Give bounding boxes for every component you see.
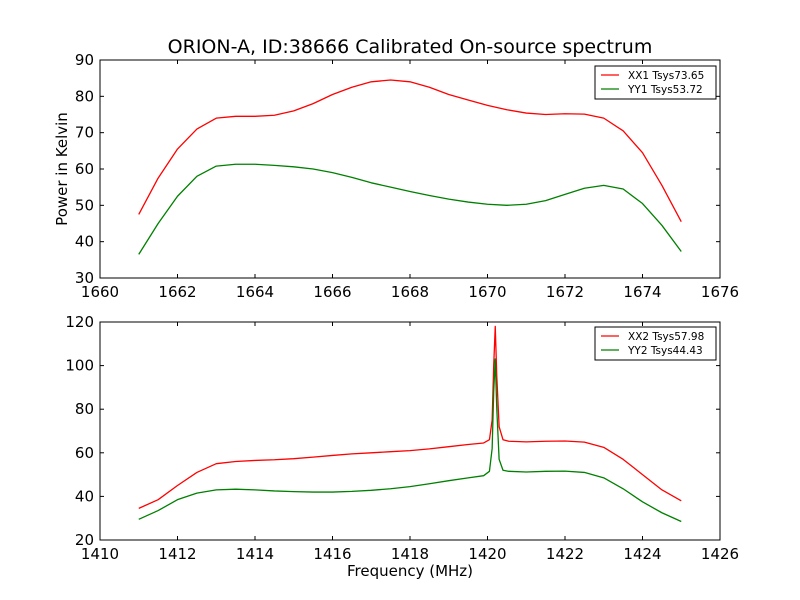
- series-line-yy-panel-2: [138, 358, 682, 523]
- chart-title: ORION-A, ID:38666 Calibrated On-source s…: [168, 36, 653, 58]
- y-tick-label: 100: [65, 357, 94, 375]
- legend-entry: YY1 Tsys53.72: [627, 84, 703, 96]
- y-tick-label: 40: [75, 233, 94, 251]
- x-tick-label: 1666: [313, 283, 351, 301]
- y-tick-label: 60: [75, 160, 94, 178]
- legend-box: [594, 65, 717, 100]
- legend: XX2 Tsys57.98 YY2 Tsys44.43: [594, 326, 717, 361]
- x-tick-label: 1416: [313, 545, 351, 563]
- y-tick-label: 80: [75, 400, 94, 418]
- x-tick-label: 1674: [623, 283, 661, 301]
- x-tick-label: 1670: [468, 283, 506, 301]
- y-tick-label: 30: [75, 269, 94, 287]
- x-tick-label: 1420: [468, 545, 506, 563]
- series-line-xx-panel-1: [138, 79, 682, 222]
- y-tick-label: 50: [75, 196, 94, 214]
- x-tick-label: 1410: [81, 545, 119, 563]
- legend-entry: XX2 Tsys57.98: [628, 331, 704, 343]
- legend-entry: XX1 Tsys73.65: [628, 70, 704, 82]
- series-line-yy-panel-1: [138, 163, 682, 255]
- y-tick-label: 120: [65, 313, 94, 331]
- x-tick-label: 1418: [391, 545, 429, 563]
- y-tick-label: 60: [75, 444, 94, 462]
- y-tick-label: 90: [75, 51, 94, 69]
- y-tick-label: 80: [75, 87, 94, 105]
- x-tick-label: 1412: [158, 545, 196, 563]
- legend-entry: YY2 Tsys44.43: [627, 345, 703, 357]
- x-tick-label: 1664: [236, 283, 274, 301]
- x-tick-label: 1672: [546, 283, 584, 301]
- x-tick-label: 1676: [701, 283, 739, 301]
- y-axis-label: Power in Kelvin: [53, 112, 71, 226]
- x-tick-label: 1660: [81, 283, 119, 301]
- legend-box: [594, 326, 717, 361]
- bottom-panel-plot: 1410 1412 1414 1416 1418 1420 1422 1424 1426 20 40…: [65, 313, 739, 580]
- y-tick-label: 40: [75, 487, 94, 505]
- x-tick-label: 1662: [158, 283, 196, 301]
- x-tick-label: 1424: [623, 545, 661, 563]
- x-tick-label: 1422: [546, 545, 584, 563]
- x-tick-label: 1426: [701, 545, 739, 563]
- series-line-xx-panel-2: [138, 325, 682, 509]
- x-axis-label: Frequency (MHz): [347, 562, 473, 580]
- top-panel-plot: 1660 1662 1664 1666 1668 1670 1672 1674 1676 30 40…: [53, 36, 739, 301]
- y-tick-label: 20: [75, 531, 94, 549]
- y-tick-label: 70: [75, 124, 94, 142]
- legend: XX1 Tsys73.65 YY1 Tsys53.72: [594, 65, 717, 100]
- x-tick-label: 1414: [236, 545, 274, 563]
- x-tick-label: 1668: [391, 283, 429, 301]
